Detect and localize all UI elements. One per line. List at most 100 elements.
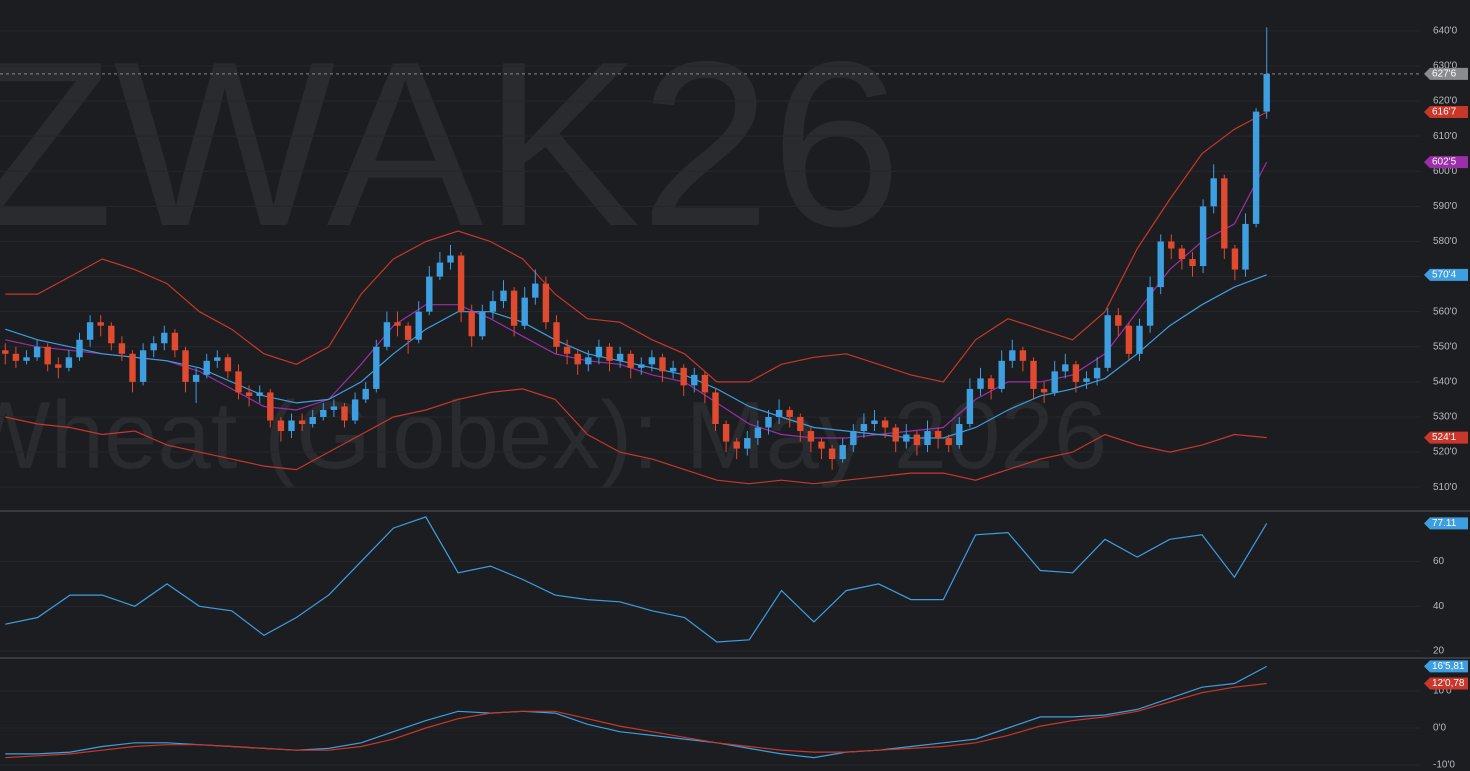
candle-body [669, 367, 677, 372]
candle-body [1242, 223, 1249, 270]
candle-body [659, 357, 666, 372]
candle-body [680, 367, 687, 386]
candle-body [913, 434, 921, 446]
y-tick-label: 620'0 [1433, 96, 1458, 107]
candle-body [818, 441, 825, 449]
price-tag [1424, 517, 1468, 530]
overlay-line [5, 111, 1267, 383]
price-tag [1424, 431, 1468, 444]
candle-body [744, 438, 751, 449]
candle-body [65, 357, 73, 368]
candle-body [638, 364, 645, 368]
candle-body [987, 378, 995, 389]
candle-body [542, 283, 550, 323]
candle-body [12, 353, 20, 361]
y-tick-label: 520'0 [1433, 447, 1458, 458]
candle-body [1009, 350, 1016, 361]
candle-body [934, 431, 942, 439]
candle-body [1157, 241, 1164, 288]
candle-body [1072, 364, 1080, 382]
candle-body [479, 311, 486, 337]
candle-body [510, 290, 518, 326]
candle-body [1083, 378, 1090, 382]
price-tag-label: 616'7 [1432, 107, 1457, 118]
candle-body [108, 325, 115, 344]
candle-body [1136, 325, 1143, 354]
price-tag [1424, 268, 1468, 281]
candle-body [553, 322, 560, 347]
candle-body [457, 255, 465, 312]
candle-body [945, 438, 952, 446]
price-tag [1424, 156, 1468, 169]
price-tag-label: 570'4 [1432, 269, 1457, 280]
rsi-line [5, 516, 1268, 643]
candle-body [532, 283, 539, 298]
candle-body [722, 424, 730, 442]
price-tag-label: 602'5 [1432, 157, 1457, 168]
candle-body [648, 357, 656, 365]
candle-body [320, 409, 327, 417]
oscillator-line [5, 682, 1267, 759]
candle-body [118, 343, 126, 354]
candle-body [1252, 111, 1260, 224]
y-tick-label: 560'0 [1433, 306, 1458, 317]
candle-body [691, 374, 698, 386]
candle-body [839, 445, 846, 460]
candle-body [489, 301, 497, 312]
candle-body [192, 374, 200, 382]
candle-body [956, 424, 963, 446]
candle-body [97, 322, 104, 326]
y-tick-label: 580'0 [1433, 236, 1458, 247]
price-tag [1424, 67, 1468, 80]
candle-body [1125, 325, 1133, 354]
candle-body [574, 353, 581, 365]
candle-body [373, 346, 380, 389]
candle-body [1146, 287, 1154, 326]
candle-body [712, 392, 719, 425]
candle-body [267, 392, 274, 421]
candle-body [563, 346, 571, 354]
candle-body [500, 290, 507, 302]
candle-body [1231, 248, 1239, 270]
candle-body [139, 350, 147, 382]
candle-body [850, 431, 857, 446]
candle-body [521, 297, 528, 326]
candle-body [277, 420, 285, 432]
candle-body [309, 416, 316, 425]
candle-body [627, 353, 634, 368]
candle-body [881, 420, 889, 428]
candle-body [1168, 241, 1175, 249]
candle-body [892, 427, 899, 442]
y-tick-label: 610'0 [1433, 131, 1458, 142]
y-tick-label: 10'0 [1433, 686, 1452, 697]
candle-body [55, 364, 62, 368]
candle-body [966, 388, 974, 425]
price-tag-label: 77.11 [1432, 518, 1457, 529]
candle-body [288, 420, 295, 432]
candle-body [23, 357, 30, 361]
price-tag [1424, 660, 1468, 673]
y-tick-label: 640'0 [1433, 26, 1458, 37]
y-tick-label: 600'0 [1433, 166, 1458, 177]
watermark-symbol: ZWAK26 [0, 12, 902, 275]
watermark-name: Wheat (Globex): May 2026 [0, 382, 1107, 489]
price-tag [1424, 677, 1468, 690]
price-tag [1424, 106, 1468, 119]
candle-body [585, 357, 592, 365]
candle-body [733, 441, 740, 449]
candle-body [977, 378, 984, 389]
candle-body [150, 343, 157, 351]
oscillator-line [5, 665, 1267, 759]
candle-body [616, 353, 624, 361]
candle-body [701, 374, 709, 393]
y-tick-label: 20 [1433, 646, 1445, 657]
candle-body [595, 346, 603, 358]
y-tick-label: -10'0 [1433, 760, 1455, 771]
candle-body [203, 360, 210, 375]
candle-body [33, 346, 41, 358]
candle-body [924, 431, 931, 446]
price-tag-label: 16'5,81 [1432, 661, 1465, 672]
candle-body [1221, 178, 1228, 249]
candle-body [351, 399, 359, 421]
candle-body [224, 357, 232, 372]
